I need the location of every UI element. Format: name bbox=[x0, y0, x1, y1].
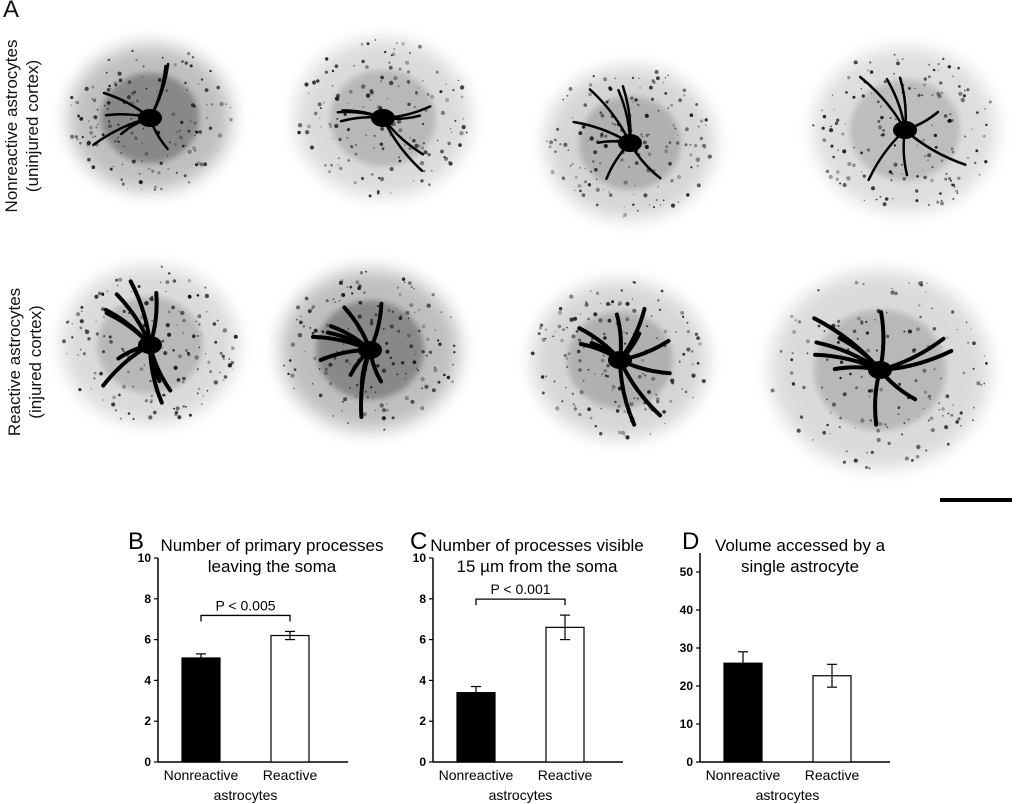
category-label: Reactive bbox=[805, 767, 860, 783]
p-value-annotation: P < 0.005 bbox=[215, 597, 275, 613]
astrocyte-micrograph-icon bbox=[545, 66, 715, 220]
bar-nonreactive bbox=[723, 662, 763, 763]
bar-reactive bbox=[812, 675, 852, 763]
y-tick-label: 10 bbox=[138, 551, 152, 565]
astrocyte-micrograph-icon bbox=[770, 271, 990, 470]
chart-title-line1: Volume accessed by a bbox=[715, 536, 886, 555]
bar-reactive bbox=[270, 634, 310, 763]
astrocyte-micrograph-icon bbox=[62, 265, 238, 425]
y-tick-label: 10 bbox=[413, 551, 427, 565]
y-tick-label: 50 bbox=[680, 565, 694, 579]
significance-bracket bbox=[475, 598, 566, 606]
bar-nonreactive bbox=[181, 657, 221, 763]
y-tick-label: 8 bbox=[419, 592, 426, 606]
bar-charts: B Number of primary processes leaving the … bbox=[128, 528, 890, 803]
chart-title-line2: 15 µm from the soma bbox=[457, 557, 619, 576]
panel-a-letter: A bbox=[3, 0, 20, 23]
y-tick-label: 2 bbox=[419, 714, 426, 728]
astrocyte-micrograph-icon bbox=[295, 38, 471, 198]
chart-panel-b: B Number of primary processes leaving the … bbox=[128, 528, 383, 803]
category-label: Nonreactive bbox=[706, 767, 781, 783]
bar-reactive bbox=[545, 626, 585, 763]
error-bar bbox=[285, 630, 295, 641]
panel-letter: D bbox=[682, 528, 699, 555]
category-label: Reactive bbox=[538, 767, 593, 783]
y-tick-label: 0 bbox=[419, 755, 426, 769]
y-tick-label: 10 bbox=[680, 717, 694, 731]
chart-title-line2: leaving the soma bbox=[208, 557, 337, 576]
error-bar bbox=[560, 614, 570, 641]
chart-title-line1: Number of primary processes bbox=[161, 536, 384, 555]
error-bar bbox=[471, 685, 481, 693]
y-tick-label: 40 bbox=[680, 603, 694, 617]
bar-nonreactive bbox=[456, 692, 496, 763]
panel-letter: C bbox=[410, 528, 427, 555]
y-tick-label: 20 bbox=[680, 679, 694, 693]
significance-bracket bbox=[200, 614, 291, 622]
category-label: Reactive bbox=[263, 767, 318, 783]
chart-panel-d: D Volume accessed by a single astrocyte 0 10… bbox=[680, 528, 890, 803]
y-tick-label: 30 bbox=[680, 641, 694, 655]
panel-letter: B bbox=[128, 528, 144, 555]
y-tick-label: 6 bbox=[144, 633, 151, 647]
x-axis-label: astrocytes bbox=[756, 787, 820, 803]
y-tick-label: 8 bbox=[144, 592, 151, 606]
astrocyte-micrograph-icon bbox=[280, 269, 460, 431]
error-bar bbox=[196, 653, 206, 658]
x-axis-label: astrocytes bbox=[214, 787, 278, 803]
category-label: Nonreactive bbox=[164, 767, 239, 783]
y-tick-label: 0 bbox=[686, 755, 693, 769]
chart-title-line2: single astrocyte bbox=[741, 557, 859, 576]
y-tick-label: 2 bbox=[144, 714, 151, 728]
chart-panel-c: C Number of processes visible 15 µm from t… bbox=[410, 528, 644, 803]
p-value-annotation: P < 0.001 bbox=[490, 581, 550, 597]
astrocyte-micrograph-icon bbox=[68, 44, 233, 192]
x-axis-label: astrocytes bbox=[489, 787, 553, 803]
chart-title-line1: Number of processes visible bbox=[430, 536, 644, 555]
y-tick-label: 4 bbox=[419, 673, 426, 687]
y-tick-label: 6 bbox=[419, 633, 426, 647]
y-tick-label: 4 bbox=[144, 673, 151, 687]
scale-bar bbox=[940, 498, 1012, 502]
astrocyte-micrographs bbox=[62, 38, 1012, 502]
astrocyte-micrograph-icon bbox=[812, 47, 997, 213]
y-tick-label: 0 bbox=[144, 755, 151, 769]
error-bar bbox=[738, 651, 748, 664]
category-label: Nonreactive bbox=[439, 767, 514, 783]
error-bar bbox=[827, 663, 837, 688]
astrocyte-micrograph-icon bbox=[530, 280, 708, 440]
